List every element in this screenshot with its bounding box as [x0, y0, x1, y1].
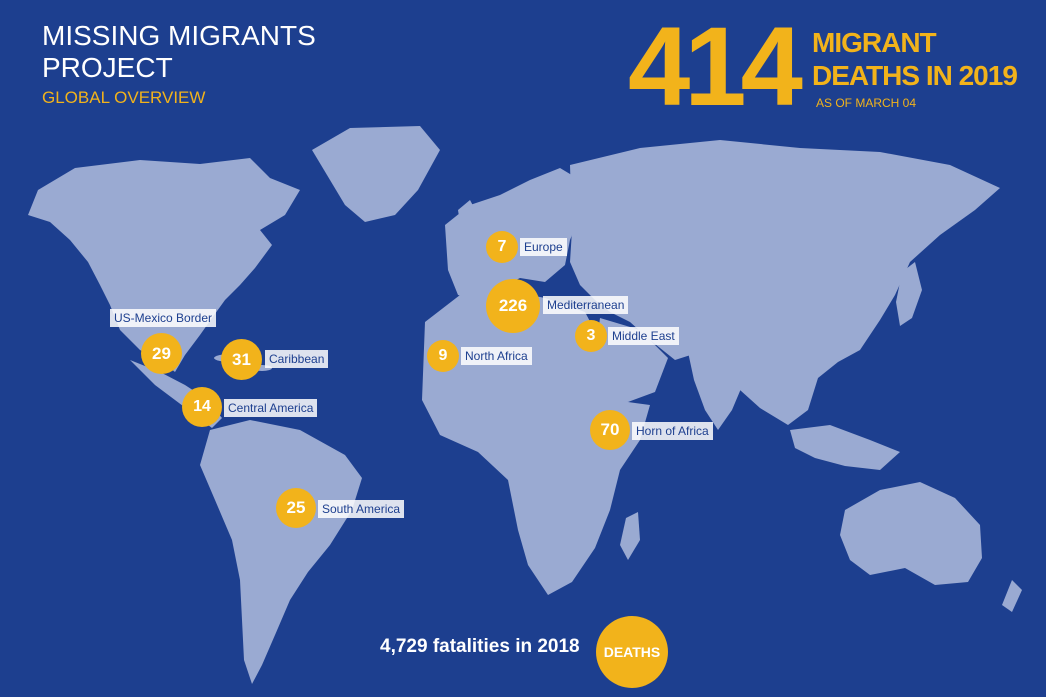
south-america-landmass: [200, 420, 362, 684]
footer-fatalities-text: 4,729 fatalities in 2018: [380, 636, 580, 657]
india-landmass: [688, 350, 748, 430]
region-bubble-mediterranean[interactable]: 226: [486, 279, 540, 333]
as-of-date: AS OF MARCH 04: [816, 96, 917, 110]
region-label-caribbean[interactable]: Caribbean: [265, 350, 329, 368]
uk-landmass: [458, 200, 478, 236]
region-bubble-south-america[interactable]: 25: [276, 488, 316, 528]
greenland-landmass: [312, 126, 440, 222]
region-label-horn-of-africa[interactable]: Horn of Africa: [632, 422, 713, 440]
region-label-north-africa[interactable]: North Africa: [461, 347, 532, 365]
region-label-us-mexico-border[interactable]: US-Mexico Border: [110, 309, 217, 327]
region-label-middle-east[interactable]: Middle East: [608, 327, 679, 345]
region-label-europe[interactable]: Europe: [520, 238, 567, 256]
asia-landmass: [570, 140, 1000, 425]
japan-landmass: [896, 262, 922, 326]
page-title: MISSING MIGRANTS PROJECT: [42, 20, 316, 83]
region-label-central-america[interactable]: Central America: [224, 399, 318, 417]
region-bubble-caribbean[interactable]: 31: [221, 339, 262, 380]
region-bubble-central-america[interactable]: 14: [182, 387, 222, 427]
australia-landmass: [840, 482, 982, 585]
new-zealand-landmass: [1002, 580, 1022, 612]
region-bubble-middle-east[interactable]: 3: [575, 320, 607, 352]
region-label-south-america[interactable]: South America: [318, 500, 405, 518]
page-subtitle: GLOBAL OVERVIEW: [42, 88, 206, 107]
headline: MIGRANT DEATHS IN 2019: [812, 27, 1018, 91]
southeast-asia-islands: [790, 425, 900, 470]
region-bubble-europe[interactable]: 7: [486, 231, 518, 263]
total-deaths-count: 414: [628, 4, 803, 129]
madagascar-landmass: [620, 512, 640, 560]
north-america-landmass: [28, 158, 300, 372]
europe-landmass: [445, 168, 582, 300]
region-bubble-north-africa[interactable]: 9: [427, 340, 459, 372]
region-bubble-horn-of-africa[interactable]: 70: [590, 410, 630, 450]
africa-landmass: [422, 290, 650, 595]
region-label-mediterranean[interactable]: Mediterranean: [543, 296, 629, 314]
deaths-badge[interactable]: DEATHS: [596, 616, 668, 688]
region-bubble-us-mexico-border[interactable]: 29: [141, 333, 182, 374]
